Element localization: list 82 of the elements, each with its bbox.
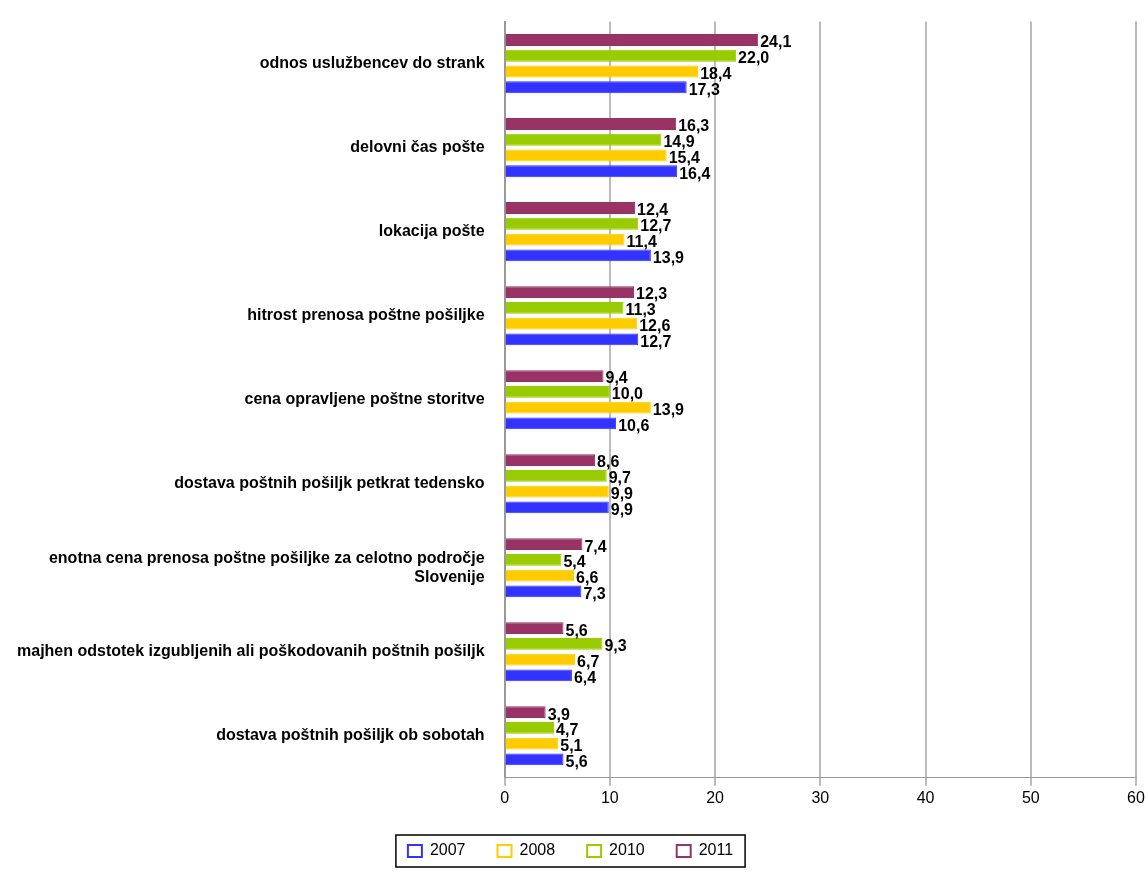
- bar: [505, 722, 555, 734]
- bar: [505, 118, 677, 130]
- bar: [505, 553, 562, 566]
- x-tick-label: 30: [811, 788, 830, 806]
- data-label: 5,4: [563, 553, 586, 571]
- data-label: 11,4: [626, 232, 657, 250]
- bar: [505, 317, 638, 330]
- x-tick-label: 10: [600, 788, 619, 806]
- bar: [505, 454, 596, 466]
- legend-label: 2007: [429, 841, 466, 859]
- bar: [505, 469, 607, 482]
- data-label: 5,1: [560, 737, 583, 755]
- bar: [505, 202, 636, 214]
- data-label: 16,3: [678, 117, 710, 135]
- bar: [505, 65, 699, 78]
- data-label: 9,3: [604, 637, 627, 655]
- bar: [505, 286, 635, 298]
- bar: [505, 501, 609, 514]
- data-label: 11,3: [625, 301, 656, 319]
- data-label: 12,7: [640, 217, 672, 235]
- data-label: 6,6: [576, 569, 599, 587]
- y-tick-label: lokacija pošte: [378, 222, 485, 240]
- bar: [505, 301, 624, 314]
- y-tick-label: delovni čas pošte: [350, 138, 485, 156]
- legend-label: 2010: [609, 841, 645, 859]
- bar: [505, 233, 625, 246]
- bar: [505, 569, 575, 582]
- y-tick-label: odnos uslužbencev do strank: [259, 54, 485, 72]
- data-label: 9,9: [610, 485, 634, 503]
- bar: [505, 217, 639, 230]
- bar: [505, 401, 651, 414]
- bar: [505, 49, 737, 62]
- bar: [505, 417, 617, 430]
- y-tick-label: enotna cena prenosa poštne pošiljke za celotno področje Slovenije: [48, 548, 485, 585]
- bar: [505, 653, 576, 666]
- bar: [505, 149, 667, 162]
- bar: [505, 485, 609, 498]
- bar: [505, 706, 546, 719]
- bar: [505, 753, 564, 766]
- bar: [505, 538, 583, 551]
- bar: [505, 737, 559, 750]
- data-label: 24,1: [760, 33, 792, 51]
- bar: [505, 637, 603, 650]
- legend-label: 2008: [519, 841, 556, 859]
- data-label: 17,3: [688, 80, 720, 98]
- bar: [505, 385, 610, 398]
- x-tick-label: 40: [916, 788, 935, 806]
- data-label: 7,4: [584, 537, 607, 555]
- bar: [505, 585, 582, 598]
- data-label: 5,6: [565, 621, 588, 639]
- data-label: 8,6: [597, 453, 620, 471]
- y-tick-label: hitrost prenosa poštne pošiljke: [247, 306, 485, 324]
- data-label: 18,4: [700, 64, 732, 82]
- data-label: 14,9: [663, 133, 695, 151]
- bar: [505, 34, 759, 46]
- data-label: 13,9: [652, 248, 685, 266]
- x-tick-label: 20: [706, 788, 725, 806]
- data-label: 9,4: [605, 369, 628, 387]
- data-label: 13,9: [652, 400, 685, 418]
- data-label: 12,3: [636, 285, 668, 303]
- data-label: 22,0: [738, 49, 770, 67]
- data-label: 12,4: [637, 201, 669, 219]
- bar: [505, 669, 572, 682]
- y-tick-label: cena opravljene poštne storitve: [244, 390, 485, 408]
- data-label: 10,6: [618, 416, 650, 434]
- data-label: 6,7: [577, 653, 600, 671]
- data-label: 9,7: [608, 469, 632, 487]
- x-tick-label: 50: [1021, 788, 1040, 806]
- bar: [505, 370, 604, 382]
- y-tick-label: dostava poštnih pošiljk ob sobotah: [216, 726, 485, 744]
- bar: [505, 333, 639, 346]
- y-tick-label: dostava poštnih pošiljk petkrat tedensko: [174, 474, 485, 492]
- data-label: 3,9: [547, 705, 570, 723]
- x-tick-label: 60: [1127, 788, 1145, 806]
- legend-label: 2011: [698, 841, 734, 859]
- data-label: 10,0: [611, 385, 644, 403]
- bar: [505, 249, 651, 262]
- y-tick-label: majhen odstotek izgubljenih ali poškodovanih poštnih pošiljk: [17, 642, 485, 660]
- bar: [505, 133, 662, 146]
- bar: [505, 622, 564, 635]
- bar: [505, 165, 678, 178]
- x-tick-label: 0: [500, 788, 510, 806]
